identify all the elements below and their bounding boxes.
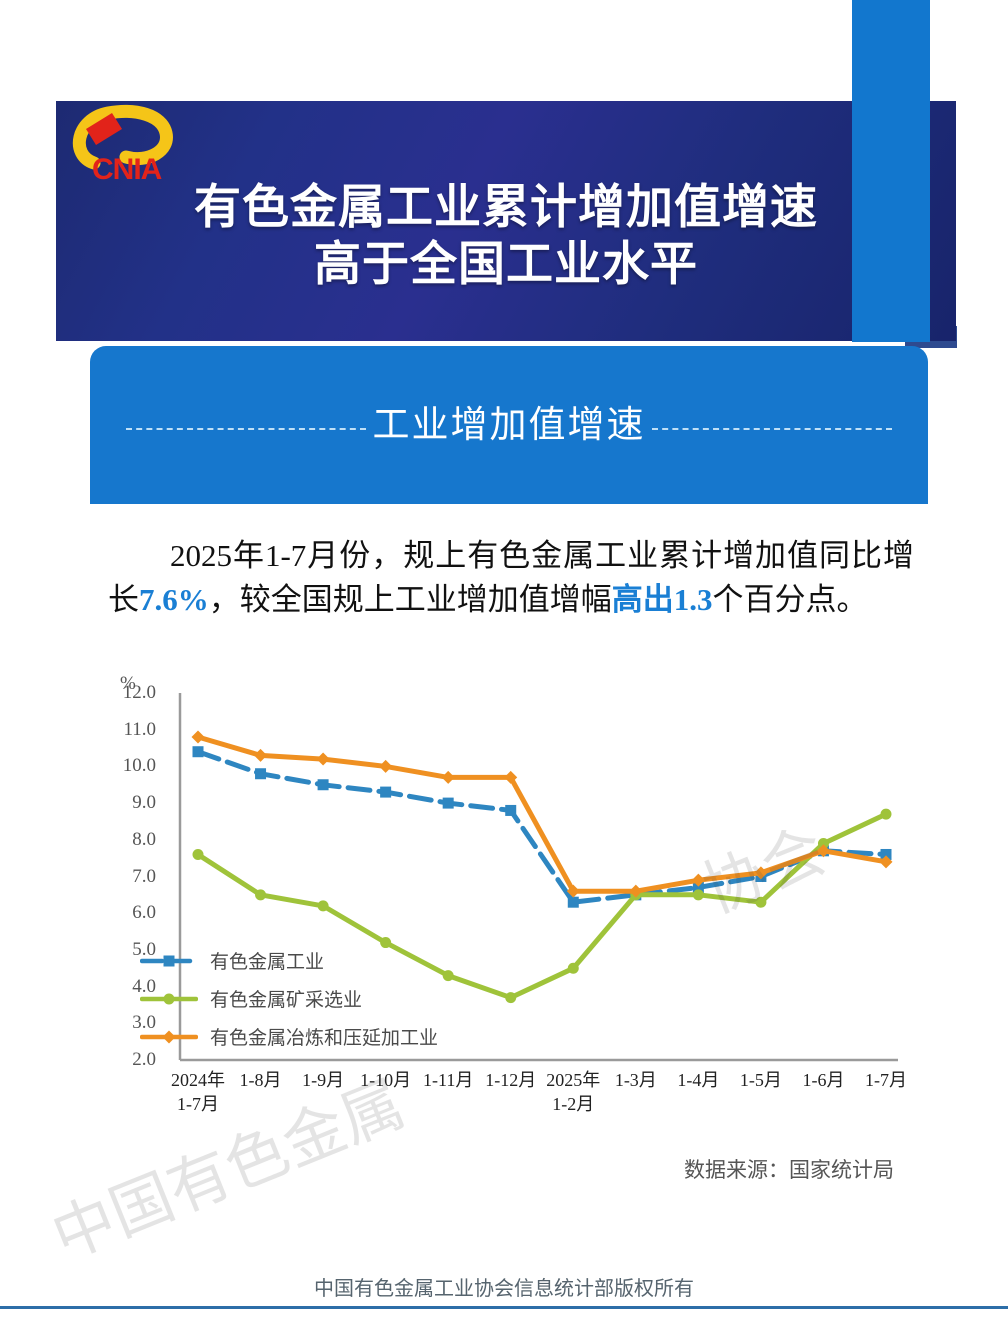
x-axis-tick-label: 1-11月 [423,1070,474,1090]
cnia-logo-icon: CNIA [64,99,184,186]
series-marker [380,786,392,798]
x-axis-tick-label: 1-7月 [865,1070,907,1090]
legend-item: 有色金属矿采选业 [140,985,362,1012]
y-axis-tick-label: 5.0 [132,938,156,960]
series-marker [567,962,579,974]
dashed-rule-right [652,428,892,430]
series-marker [692,889,704,901]
series-marker [755,896,767,908]
page-title: 有色金属工业累计增加值增速 高于全国工业水平 [56,180,956,294]
series-marker [379,759,393,773]
legend-swatch-icon [140,1030,198,1043]
series-marker [505,992,517,1004]
x-axis-tick-label: 2024年 1-7月 [171,1070,225,1114]
series-marker [442,970,454,982]
legend-label: 有色金属矿采选业 [210,990,363,1011]
svg-text:CNIA: CNIA [92,153,162,185]
series-marker [316,752,330,766]
series-marker [317,900,329,912]
section-banner: 工业增加值增速 [90,346,928,504]
footer-copyright: 中国有色金属工业协会信息统计部版权所有 [314,1278,694,1300]
legend-label: 有色金属冶炼和压延加工业 [210,1028,439,1049]
x-axis-tick-label: 1-10月 [360,1070,412,1090]
series-marker [317,779,329,791]
series-marker [692,882,704,894]
x-axis-tick-label: 1-6月 [802,1070,845,1090]
legend-item: 有色金属工业 [140,947,324,974]
x-axis-tick-label: 1-5月 [739,1070,782,1090]
series-marker [880,848,892,860]
highlight-difference: 高出1.3 [611,582,713,617]
series-line [195,749,889,905]
series-marker [192,848,204,860]
chart-plot-area [178,693,898,1062]
series-marker [254,748,268,762]
series-marker [192,746,204,758]
legend-swatch-icon [140,955,198,966]
y-axis-tick-label: 6.0 [132,902,156,924]
series-marker [567,896,579,908]
x-axis-tick-label: 1-9月 [302,1070,345,1090]
y-axis-unit-label: % [120,673,136,694]
x-axis-tick-label: 1-4月 [677,1070,720,1090]
series-line [195,734,889,894]
x-axis-tick-label: 1-3月 [614,1070,657,1090]
title-banner [56,101,956,341]
data-source-note: 数据来源：国家统计局 [684,1158,894,1182]
section-subtitle: 工业增加值增速 [372,405,646,446]
x-axis-tick-label: 1-12月 [485,1070,537,1090]
series-line [195,811,889,1001]
legend-swatch-icon [140,993,198,1004]
content-card: 2025年1-7月份，规上有色金属工业累计增加值同比增长7.6%，较全国规上工业… [90,504,928,1248]
line-chart: % 12.0 11.0 10.0 9.0 8.0 7.0 6.0 5.0 4.0 3.0 2.0 2… [104,673,914,1159]
decorative-blue-bar-top [852,0,930,214]
y-axis-tick-label: 10.0 [122,755,156,777]
series-marker [505,804,517,816]
highlight-growth-rate: 7.6% [139,582,209,617]
y-axis-tick-label: 9.0 [132,792,156,814]
series-marker [691,873,705,887]
decorative-blue-bar-lower [852,214,930,342]
paragraph-part-3: 个百分点。 [712,582,868,617]
legend-item: 有色金属冶炼和压延加工业 [140,1023,438,1050]
legend-label: 有色金属工业 [210,952,325,973]
series-marker [442,797,454,809]
y-axis-tick-label: 7.0 [132,865,156,887]
summary-paragraph: 2025年1-7月份，规上有色金属工业累计增加值同比增长7.6%，较全国规上工业… [108,534,914,622]
x-axis-tick-label: 2025年 1-2月 [546,1070,601,1114]
series-marker [629,884,643,898]
y-axis-tick-label: 8.0 [132,828,156,850]
series-marker [817,837,829,849]
series-marker [566,884,580,898]
series-marker [191,730,205,744]
series-marker [255,768,267,780]
dashed-rule-left [126,428,366,430]
x-axis-tick-label: 1-8月 [239,1070,282,1090]
y-axis-tick-label: 11.0 [123,718,156,740]
title-line-2: 高于全国工业水平 [314,239,698,291]
y-axis-tick-label: 3.0 [132,1012,156,1034]
y-axis-tick-label: 12.0 [122,682,156,703]
series-marker [504,770,518,784]
title-line-1: 有色金属工业累计增加值增速 [194,182,818,234]
series-marker [879,855,893,869]
paragraph-part-2: ，较全国规上工业增加值增幅 [208,582,612,617]
series-marker [880,808,892,820]
series-marker [380,937,392,949]
series-marker [441,770,455,784]
footer-divider [0,1306,1008,1309]
series-marker [816,844,830,858]
series-marker [754,866,768,880]
series-marker [255,889,267,901]
y-axis-tick-label: 4.0 [132,975,156,997]
y-axis-tick-label: 2.0 [132,1049,156,1070]
paragraph-part-1: 2025年1-7月份，规上有色金属工业累计增加值同比增长 [108,538,914,617]
